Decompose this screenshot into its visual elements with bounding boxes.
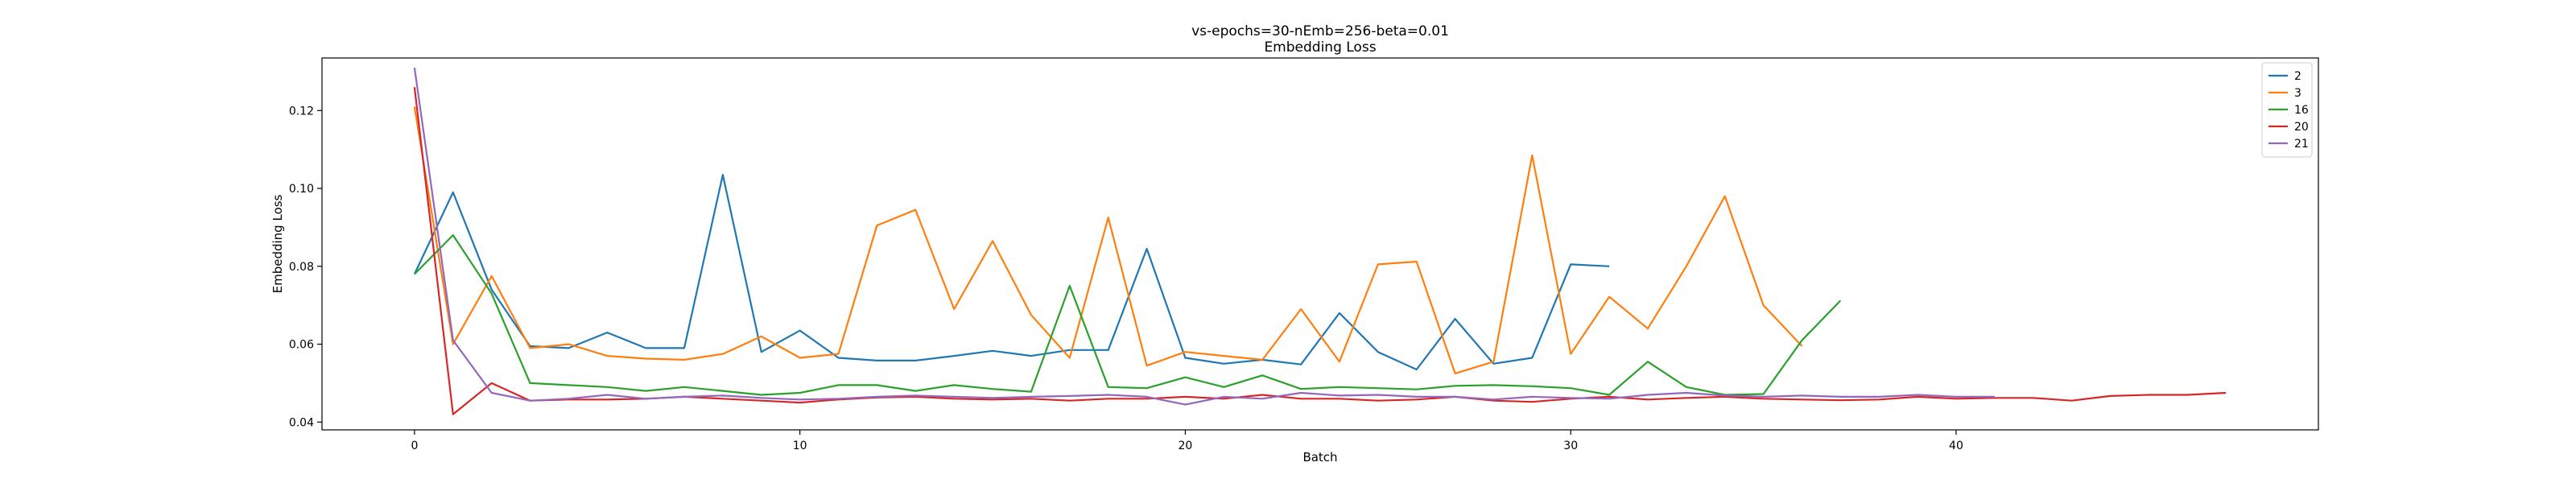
chart-title: vs-epochs=30-nEmb=256-beta=0.01 [1191, 23, 1449, 39]
plot-area [322, 58, 2318, 430]
x-axis-label: Batch [1302, 450, 1337, 464]
legend-label-20: 20 [2294, 121, 2309, 134]
y-tick-label: 0.08 [289, 261, 314, 274]
y-tick-label: 0.12 [289, 105, 314, 118]
series-line-2 [413, 174, 1610, 371]
chart-subtitle: Embedding Loss [1264, 39, 1376, 56]
series-line-3 [413, 106, 1803, 374]
legend-label-3: 3 [2294, 87, 2301, 100]
series-line-21 [413, 67, 1995, 406]
legend-label-16: 16 [2294, 104, 2309, 117]
y-axis-label: Embedding Loss [270, 194, 285, 293]
x-tick-label: 10 [793, 440, 807, 452]
y-tick-label: 0.04 [289, 416, 314, 429]
series-line-20 [413, 87, 2227, 415]
x-tick-label: 40 [1949, 440, 1963, 452]
legend: 2 3 16 20 21 [2261, 62, 2313, 158]
x-tick-label: 20 [1179, 440, 1193, 452]
y-tick-label: 0.10 [289, 183, 314, 196]
legend-label-21: 21 [2294, 138, 2309, 151]
series-line-16 [414, 234, 1842, 396]
x-axis: 0 10 20 30 40 [411, 430, 1963, 452]
series-layer [413, 67, 2227, 415]
y-tick-label: 0.06 [289, 339, 314, 352]
x-tick-label: 30 [1563, 440, 1578, 452]
x-tick-label: 0 [411, 440, 418, 452]
plot-frame [321, 57, 2319, 431]
y-axis: 0.04 0.06 0.08 0.10 0.12 [289, 105, 322, 429]
legend-label-2: 2 [2294, 70, 2301, 83]
